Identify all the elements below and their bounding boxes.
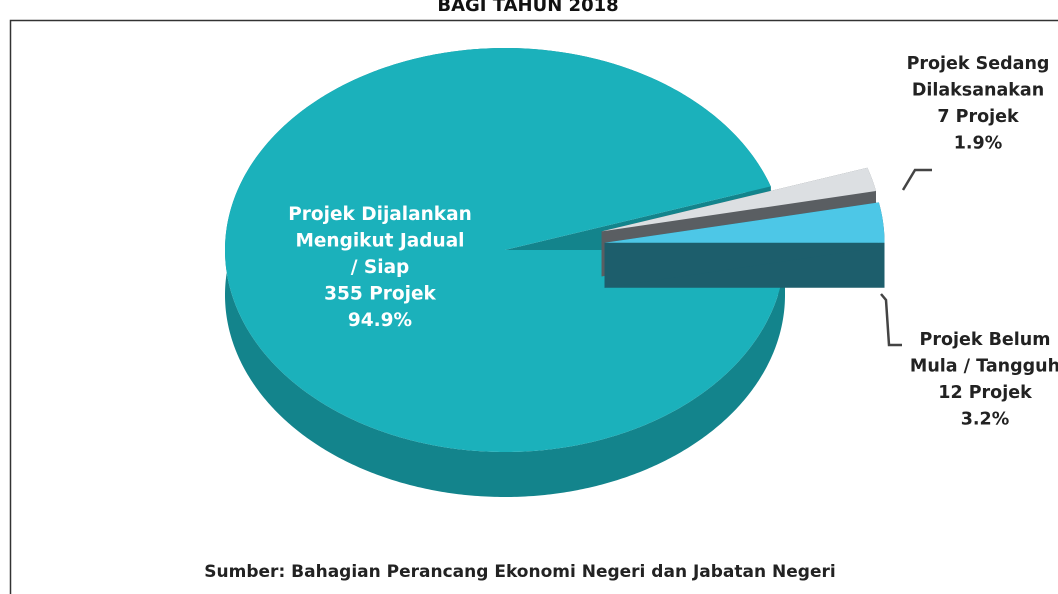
leader-line	[901, 168, 932, 191]
chart-title: BAGI TAHUN 2018	[437, 0, 618, 16]
labels: Projek Dijalankan Mengikut Jadual / Siap 35…	[288, 54, 1058, 430]
leader-line	[880, 293, 902, 347]
slice-label: Mengikut Jadual	[295, 231, 464, 252]
frame	[9, 19, 1058, 594]
slice	[604, 202, 885, 243]
slice-label: Mula / Tangguh	[910, 357, 1058, 377]
slice	[601, 167, 876, 232]
count-label: 12 Projek	[938, 383, 1032, 403]
slice-label: / Siap	[351, 257, 410, 278]
source-note: Sumber: Bahagian Perancang Ekonomi Neger…	[204, 562, 835, 582]
value-label: 1.9%	[954, 134, 1003, 154]
slice-label: Dilaksanakan	[912, 81, 1044, 101]
slice-label: Projek Belum	[920, 330, 1051, 350]
pie	[225, 48, 885, 497]
slice	[225, 48, 785, 452]
value-label: 3.2%	[961, 410, 1010, 430]
slice-label: Projek Sedang	[907, 54, 1050, 74]
count-label: 355 Projek	[324, 284, 436, 305]
count-label: 7 Projek	[937, 107, 1019, 127]
value-label: 94.9%	[348, 310, 412, 331]
slice-label: Projek Dijalankan	[288, 204, 472, 225]
